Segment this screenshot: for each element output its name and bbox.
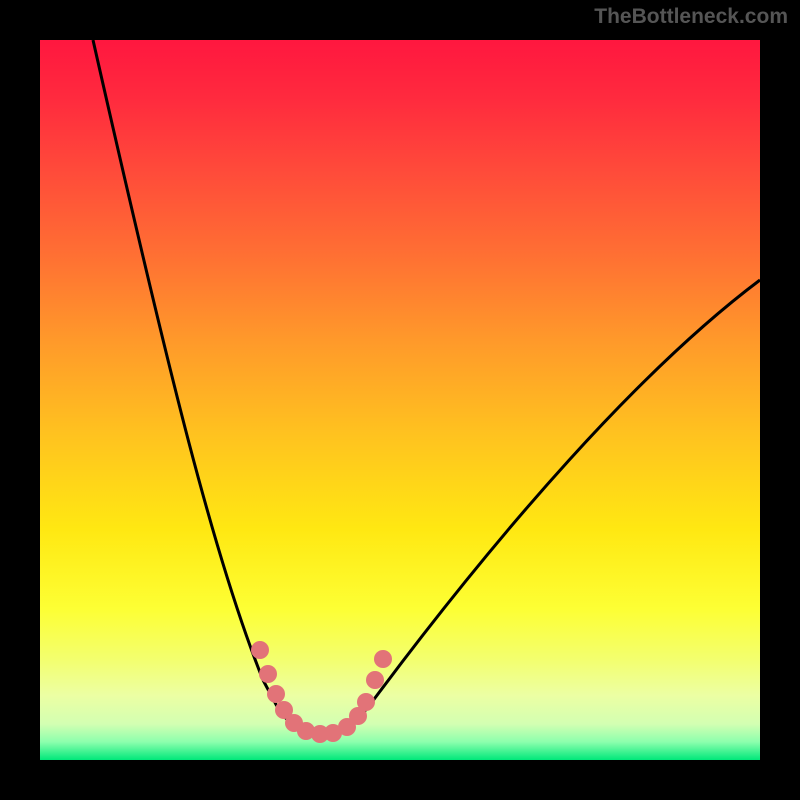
marker-dot — [259, 665, 277, 683]
marker-dot — [251, 641, 269, 659]
bottleneck-chart — [0, 0, 800, 800]
watermark-text: TheBottleneck.com — [594, 5, 788, 29]
marker-dot — [357, 693, 375, 711]
marker-dot — [366, 671, 384, 689]
marker-dot — [267, 685, 285, 703]
marker-dot — [374, 650, 392, 668]
plot-background — [40, 40, 760, 760]
